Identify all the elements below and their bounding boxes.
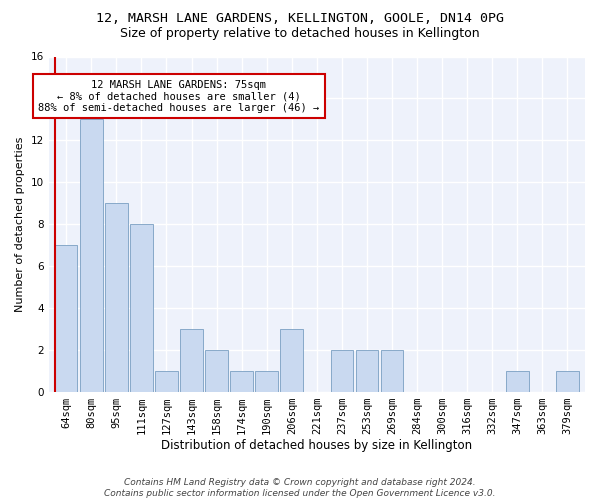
Bar [205, 350, 228, 392]
Y-axis label: Number of detached properties: Number of detached properties [15, 136, 25, 312]
Bar [105, 203, 128, 392]
Bar [381, 350, 403, 392]
X-axis label: Distribution of detached houses by size in Kellington: Distribution of detached houses by size … [161, 440, 472, 452]
Text: 12 MARSH LANE GARDENS: 75sqm
← 8% of detached houses are smaller (4)
88% of semi: 12 MARSH LANE GARDENS: 75sqm ← 8% of det… [38, 80, 320, 112]
Bar [331, 350, 353, 392]
Bar [230, 370, 253, 392]
Bar [280, 329, 303, 392]
Bar [80, 120, 103, 392]
Bar [130, 224, 152, 392]
Bar [155, 370, 178, 392]
Bar [556, 370, 579, 392]
Bar [55, 245, 77, 392]
Text: 12, MARSH LANE GARDENS, KELLINGTON, GOOLE, DN14 0PG: 12, MARSH LANE GARDENS, KELLINGTON, GOOL… [96, 12, 504, 26]
Text: Contains HM Land Registry data © Crown copyright and database right 2024.
Contai: Contains HM Land Registry data © Crown c… [104, 478, 496, 498]
Bar [256, 370, 278, 392]
Text: Size of property relative to detached houses in Kellington: Size of property relative to detached ho… [120, 28, 480, 40]
Bar [506, 370, 529, 392]
Bar [180, 329, 203, 392]
Bar [356, 350, 378, 392]
